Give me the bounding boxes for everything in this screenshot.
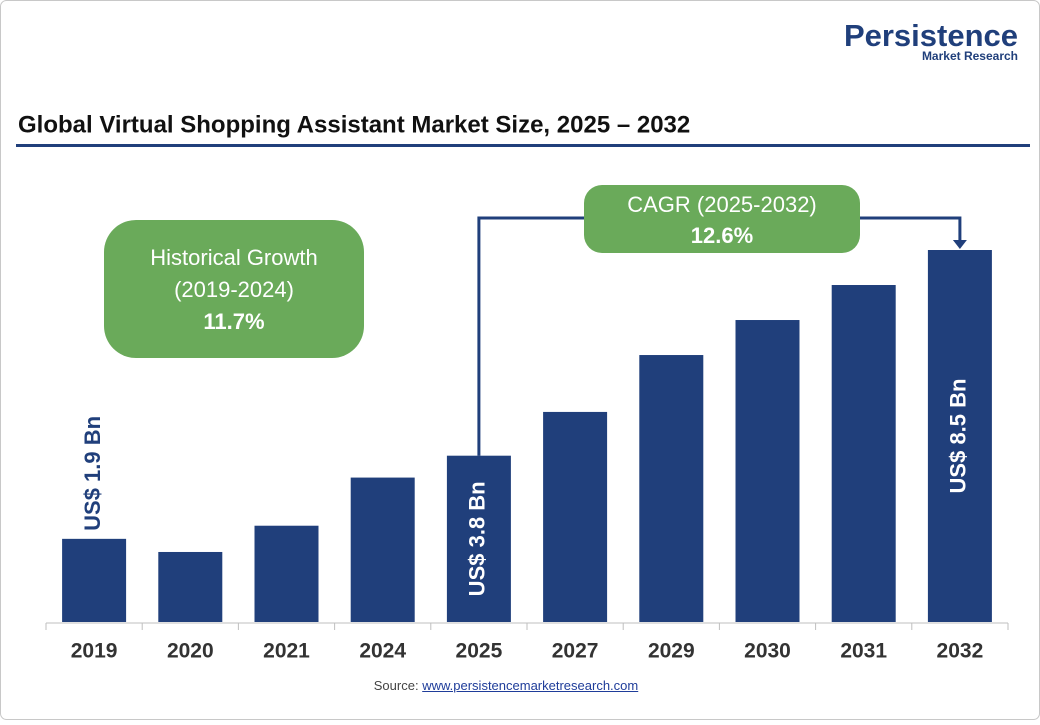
chart-title: Global Virtual Shopping Assistant Market… [18, 111, 690, 138]
x-tick-label: 2031 [840, 640, 887, 663]
value-label: US$ 8.5 Bn [946, 379, 971, 494]
bar [831, 285, 896, 622]
source-link[interactable]: www.persistencemarketresearch.com [422, 678, 639, 693]
cagr-text: 12.6% [691, 223, 753, 248]
historical-box [104, 220, 364, 358]
source-label: Source: [373, 678, 419, 693]
cagr-box [584, 185, 860, 253]
value-label: US$ 1.9 Bn [80, 416, 105, 531]
bar [254, 525, 319, 622]
bar [735, 320, 800, 622]
x-tick-label: 2025 [456, 640, 503, 663]
historical-text: 11.7% [203, 309, 264, 334]
bar [543, 411, 608, 622]
cagr-arrow [952, 240, 967, 249]
bar [446, 455, 511, 622]
bar [927, 250, 992, 622]
bar [639, 355, 704, 622]
x-tick-label: 2019 [71, 640, 118, 663]
x-tick-label: 2029 [648, 640, 695, 663]
value-label: US$ 3.8 Bn [465, 481, 490, 596]
logo-tagline: Market Research [922, 49, 1018, 63]
source: Source: www.persistencemarketresearch.co… [0, 678, 1012, 693]
bar [62, 538, 127, 622]
bar [350, 477, 415, 622]
logo-name: Persistence [844, 18, 1018, 53]
x-tick-label: 2027 [552, 640, 599, 663]
x-tick-label: 2032 [937, 640, 984, 663]
cagr-text: CAGR (2025-2032) [627, 192, 817, 217]
title-rule [16, 144, 1030, 147]
x-tick-label: 2021 [263, 640, 310, 663]
x-tick-label: 2024 [359, 640, 406, 663]
bar [158, 551, 223, 622]
historical-text: Historical Growth [150, 245, 317, 270]
x-tick-label: 2030 [744, 640, 791, 663]
x-tick-label: 2020 [167, 640, 214, 663]
historical-text: (2019-2024) [174, 277, 294, 302]
